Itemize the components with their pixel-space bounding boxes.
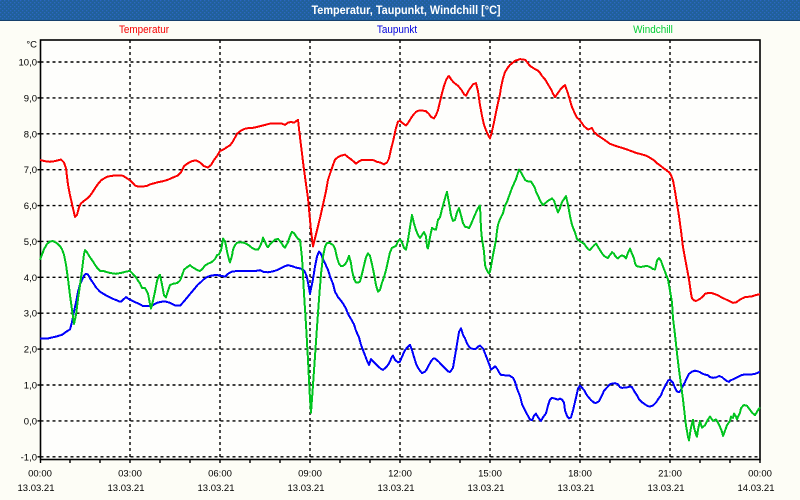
- svg-text:3,0: 3,0: [24, 309, 37, 320]
- svg-text:03:00: 03:00: [118, 469, 142, 480]
- svg-text:13.03.21: 13.03.21: [468, 483, 505, 494]
- svg-text:13.03.21: 13.03.21: [108, 483, 145, 494]
- svg-text:13.03.21: 13.03.21: [198, 483, 235, 494]
- svg-text:13.03.21: 13.03.21: [378, 483, 415, 494]
- svg-text:13.03.21: 13.03.21: [648, 483, 685, 494]
- svg-text:00:00: 00:00: [28, 469, 52, 480]
- svg-text:9,0: 9,0: [24, 93, 37, 104]
- svg-text:2,0: 2,0: [24, 345, 37, 356]
- svg-text:06:00: 06:00: [208, 469, 232, 480]
- svg-text:21:00: 21:00: [658, 469, 682, 480]
- svg-text:09:00: 09:00: [298, 469, 322, 480]
- svg-text:13.03.21: 13.03.21: [288, 483, 325, 494]
- svg-text:-1,0: -1,0: [21, 452, 37, 463]
- svg-text:7,0: 7,0: [24, 165, 37, 176]
- svg-text:00:00: 00:00: [748, 469, 772, 480]
- svg-text:10,0: 10,0: [19, 58, 38, 69]
- svg-text:13.03.21: 13.03.21: [558, 483, 595, 494]
- svg-text:5,0: 5,0: [24, 237, 37, 248]
- svg-text:18:00: 18:00: [568, 469, 592, 480]
- svg-text:15:00: 15:00: [478, 469, 502, 480]
- svg-text:14.03.21: 14.03.21: [738, 483, 775, 494]
- svg-text:12:00: 12:00: [388, 469, 412, 480]
- svg-text:1,0: 1,0: [24, 381, 37, 392]
- svg-text:°C: °C: [26, 40, 37, 51]
- svg-text:6,0: 6,0: [24, 201, 37, 212]
- svg-text:13.03.21: 13.03.21: [18, 483, 55, 494]
- svg-text:4,0: 4,0: [24, 273, 37, 284]
- svg-text:8,0: 8,0: [24, 129, 37, 140]
- svg-text:0,0: 0,0: [24, 416, 37, 427]
